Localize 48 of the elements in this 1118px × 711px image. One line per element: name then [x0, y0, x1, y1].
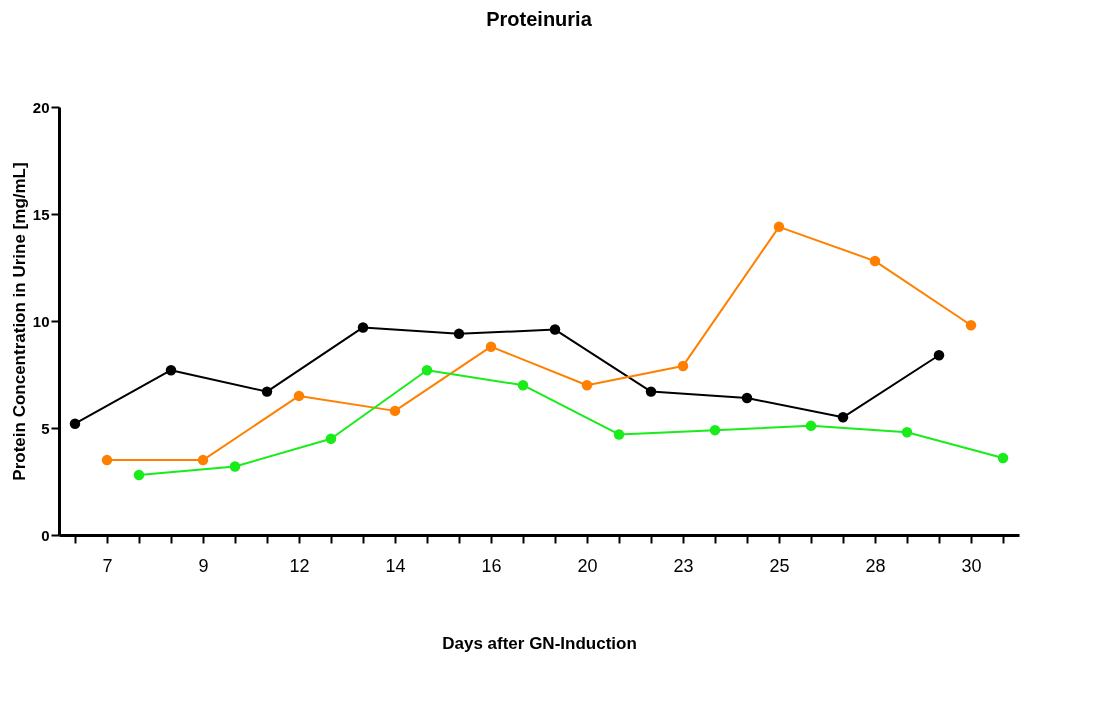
- point: [581, 379, 593, 391]
- point: [773, 221, 785, 233]
- x-tick-label: 12: [289, 555, 310, 576]
- x-tick-label: 23: [673, 555, 694, 576]
- point: [645, 386, 657, 397]
- point: [357, 322, 369, 333]
- point: [165, 364, 177, 376]
- y-axis-title: Protein Concentration in Urine [mg/mL]: [9, 162, 29, 481]
- point: [69, 418, 81, 429]
- x-tick-label: 14: [385, 555, 406, 576]
- x-tick-label: 30: [961, 555, 982, 576]
- point: [933, 350, 945, 361]
- point: [677, 360, 689, 372]
- x-tick-label: 25: [769, 555, 790, 576]
- point: [517, 379, 529, 391]
- chart-title: Proteinuria: [486, 8, 593, 30]
- point: [325, 433, 337, 444]
- point: [101, 454, 113, 466]
- y-tick-label: 0: [41, 526, 50, 544]
- x-tick-label: 7: [102, 555, 113, 576]
- point: [485, 341, 497, 352]
- point: [997, 452, 1009, 464]
- y-tick-label: 5: [41, 419, 50, 437]
- point: [869, 255, 881, 267]
- point: [133, 469, 145, 481]
- point: [197, 454, 209, 466]
- point: [389, 405, 401, 417]
- x-axis-title: Days after GN-Induction: [442, 633, 637, 653]
- point: [741, 392, 753, 404]
- point: [549, 324, 561, 335]
- y-tick-label: 20: [32, 98, 50, 116]
- point: [709, 424, 721, 436]
- point: [261, 386, 273, 397]
- point: [901, 427, 913, 438]
- x-tick-label: 28: [865, 555, 886, 576]
- point: [293, 390, 305, 402]
- y-tick-label: 15: [32, 205, 50, 223]
- y-tick-label: 10: [32, 312, 50, 330]
- point: [229, 461, 241, 472]
- point: [837, 412, 849, 423]
- x-tick-label: 20: [577, 555, 598, 576]
- point: [453, 328, 465, 340]
- x-tick-label: 9: [198, 555, 209, 576]
- point: [421, 364, 433, 376]
- point: [613, 429, 625, 440]
- x-tick-label: 16: [481, 555, 502, 576]
- point: [965, 320, 977, 331]
- point: [805, 420, 817, 432]
